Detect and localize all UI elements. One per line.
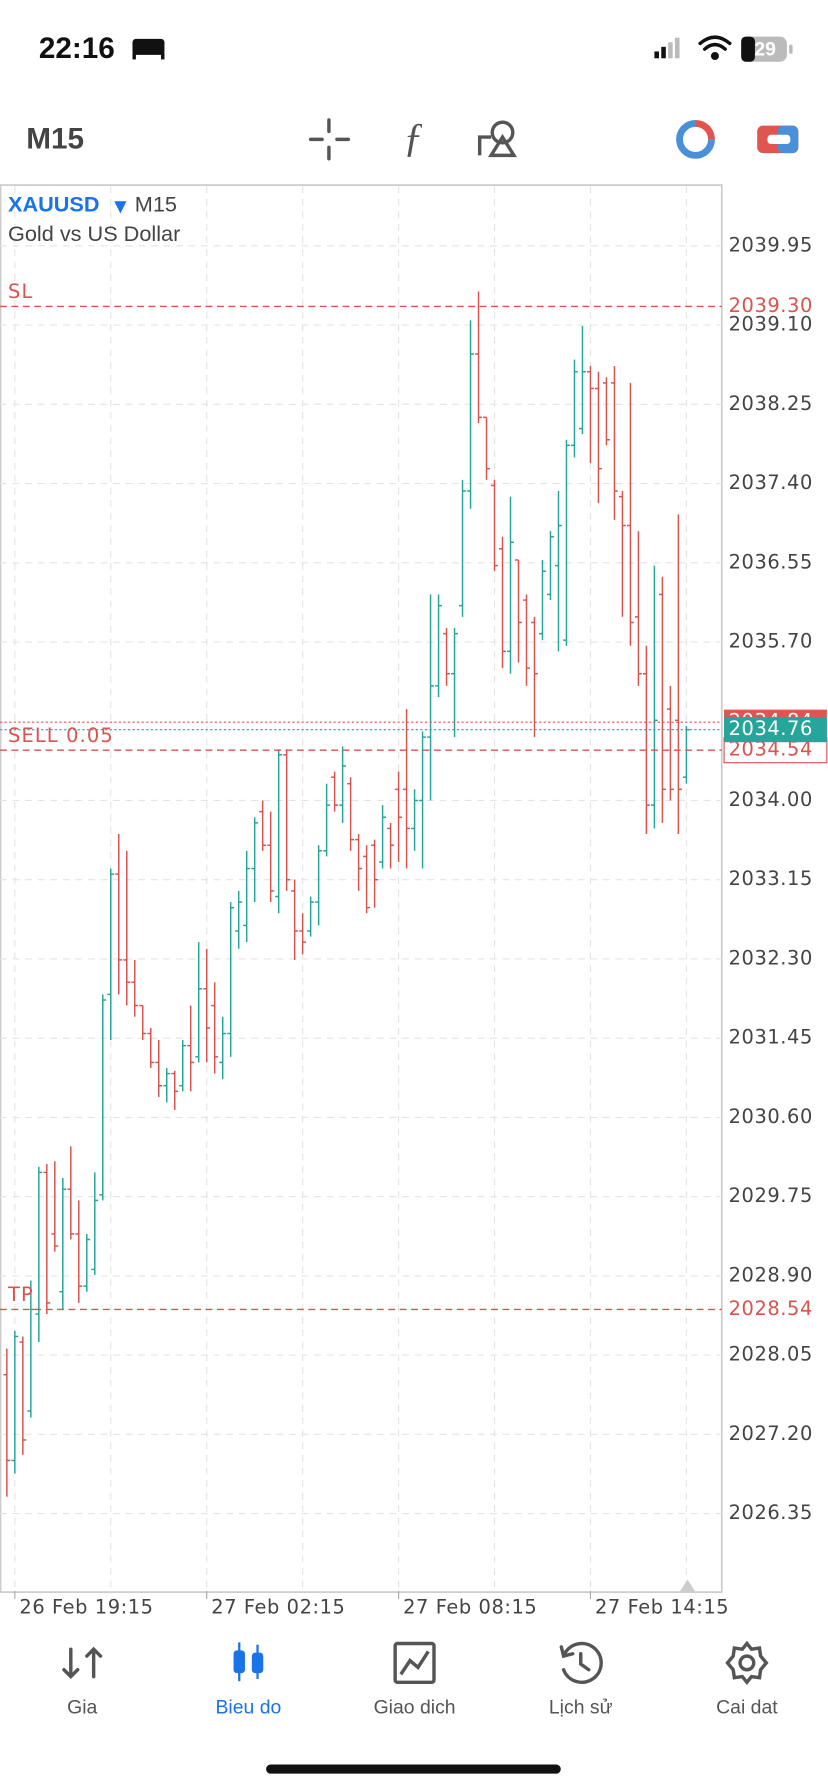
battery-level: 29 [754, 38, 776, 60]
bid-label: 2034.76 [729, 717, 813, 740]
sleep-icon [132, 38, 165, 60]
y-tick-label: 2028.90 [729, 1263, 813, 1286]
tab-label[interactable]: Cai dat [716, 1697, 778, 1719]
tab-icon[interactable] [62, 1646, 103, 1680]
shift-marker [679, 1579, 696, 1593]
price-line-label: SELL 0.05 [8, 724, 114, 747]
tab-label[interactable]: Lịch sử [549, 1697, 613, 1719]
price-line-label: TP [7, 1283, 34, 1306]
y-tick-label: 2027.20 [729, 1422, 813, 1445]
crosshair-button[interactable] [308, 118, 351, 161]
y-tick-label: 2029.75 [729, 1184, 813, 1207]
tab-icon[interactable] [725, 1640, 769, 1686]
tab-label[interactable]: Gia [67, 1697, 97, 1719]
tab-icon[interactable] [393, 1641, 436, 1685]
wifi-icon [698, 35, 732, 61]
y-tick-label: 2039.95 [729, 233, 813, 256]
tab-label[interactable]: Giao dich [374, 1697, 456, 1719]
signal-icon [654, 37, 680, 59]
y-tick-label: 2035.70 [729, 630, 813, 653]
y-tick-label: 2030.60 [729, 1105, 813, 1128]
y-tick-label: 2036.55 [729, 550, 813, 573]
bid-box [724, 717, 827, 743]
tab-bar: Gia Bieu do Giao dich Lịch sử Cai dat [62, 1640, 778, 1719]
symbol-description: Gold vs US Dollar [8, 221, 180, 246]
y-tick-label: 2039.10 [729, 313, 813, 336]
trade-button[interactable] [757, 125, 799, 154]
x-tick-label: 27 Feb 08:15 [403, 1596, 537, 1619]
x-tick-label: 26 Feb 19:15 [19, 1596, 153, 1619]
y-tick-label: 2034.00 [729, 788, 813, 811]
y-tick-label: 2033.15 [729, 867, 813, 890]
price-line-value: 2034.54 [729, 738, 813, 761]
tab-icon[interactable] [559, 1641, 603, 1684]
price-line-value: 2039.30 [729, 294, 813, 317]
battery-icon: 29 [741, 36, 793, 62]
symbol-dropdown[interactable]: ▼ [114, 196, 127, 215]
y-tick-label: 2038.25 [729, 392, 813, 415]
indicators-button[interactable]: ƒ [403, 114, 424, 160]
y-tick-label: 2032.30 [729, 946, 813, 969]
y-tick-label: 2031.45 [729, 1026, 813, 1049]
y-tick-label: 2037.40 [729, 471, 813, 494]
y-tick-label: 2028.05 [729, 1343, 813, 1366]
y-tick-label: 2026.35 [729, 1501, 813, 1524]
chart-frame [0, 184, 723, 1593]
x-tick-label: 27 Feb 14:15 [595, 1596, 729, 1619]
home-indicator [266, 1764, 561, 1774]
x-tick-label: 27 Feb 02:15 [211, 1596, 345, 1619]
timeframe-button[interactable]: M15 [26, 122, 84, 155]
plot [0, 186, 722, 1591]
tab-icon[interactable] [233, 1642, 264, 1682]
chart-timeframe: M15 [135, 191, 177, 216]
objects-button[interactable] [477, 120, 518, 158]
symbol-button[interactable]: XAUUSD [8, 191, 100, 216]
price-line-value: 2028.54 [729, 1297, 813, 1320]
tab-label[interactable]: Bieu do [215, 1697, 281, 1719]
price-line-label: SL [8, 280, 33, 303]
clock: 22:16 [39, 32, 115, 65]
account-button[interactable] [676, 119, 715, 159]
